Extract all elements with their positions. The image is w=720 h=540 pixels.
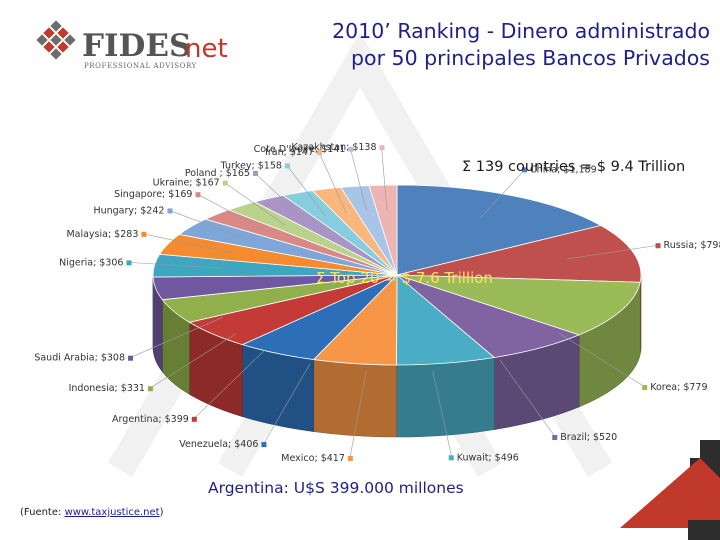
- fidesnet-logo: FIDES net PROFESSIONAL ADVISORY: [34, 18, 249, 74]
- label-swatch-cote-d-ivoire: [348, 146, 354, 152]
- label-swatch-turkey: [284, 163, 290, 169]
- slice-label-layer: China; $1,189 Russia; $798 Korea; $779 Braz…: [34, 142, 720, 464]
- label-swatch-nigeria: [126, 260, 132, 266]
- slice-label-nigeria: Nigeria; $306: [59, 257, 123, 268]
- label-swatch-russia: [655, 243, 661, 249]
- leader-line-poland: [254, 172, 305, 221]
- label-swatch-singapore: [195, 192, 201, 198]
- leader-line-venezuela: [263, 363, 311, 445]
- slice-label-russia: Russia; $798: [664, 240, 720, 251]
- label-swatch-kuwait: [448, 455, 454, 461]
- leader-line-layer: [128, 147, 659, 459]
- slice-label-ukraine: Ukraine; $167: [153, 178, 220, 189]
- source-prefix: (Fuente:: [20, 507, 65, 518]
- pie-top-layer: [152, 184, 642, 366]
- logo-subtitle: PROFESSIONAL ADVISORY: [84, 62, 197, 70]
- leader-line-turkey: [286, 165, 326, 217]
- slice-label-brazil: Brazil; $520: [560, 432, 617, 443]
- pie-side-layer: [152, 274, 642, 438]
- label-swatch-mexico: [347, 455, 353, 461]
- label-swatch-brazil: [552, 435, 558, 441]
- leader-line-korea: [558, 332, 646, 388]
- slice-label-korea: Korea; $779: [650, 382, 707, 393]
- argentina-caption: Argentina: U$S 399.000 millones: [208, 479, 464, 497]
- source-link[interactable]: www.taxjustice.net: [64, 507, 160, 518]
- leader-line-argentina: [193, 349, 265, 420]
- pie-slice-china: [396, 184, 602, 276]
- slice-label-poland: Poland ; $165: [185, 168, 250, 179]
- logo-main-text: FIDES: [82, 28, 191, 64]
- leader-line-malaysia: [143, 233, 233, 254]
- label-swatch-korea: [642, 385, 648, 391]
- leader-line-china: [480, 169, 526, 219]
- leader-line-ukraine: [224, 182, 286, 226]
- leader-line-cote-d-ivoire: [350, 148, 367, 212]
- leader-line-nigeria: [128, 262, 223, 269]
- leader-line-kuwait: [432, 370, 453, 458]
- label-swatch-argentina: [191, 416, 197, 422]
- leader-line-russia: [567, 244, 659, 260]
- label-swatch-ukraine: [222, 180, 228, 186]
- label-swatch-poland: [252, 170, 258, 176]
- slice-label-singapore: Singapore; $169: [114, 189, 192, 200]
- slice-label-cote-d-ivoire: Cote D'Ivoire; $141: [254, 144, 346, 155]
- slice-label-turkey: Turkey; $158: [220, 160, 282, 171]
- top20-annotation: Σ Top 20 = $ 7.6 Trillion: [316, 269, 493, 287]
- slice-label-kuwait: Kuwait; $496: [457, 452, 519, 463]
- slice-label-venezuela: Venezuela; $406: [179, 439, 258, 450]
- leader-line-singapore: [197, 193, 268, 232]
- slice-label-indonesia: Indonesia; $331: [69, 383, 145, 394]
- title-line-2: por 50 principales Bancos Privados: [351, 46, 710, 70]
- leader-line-saudi-arabia: [129, 316, 224, 358]
- logo-net-text: net: [185, 34, 228, 64]
- slide-title: 2010’ Ranking - Dinero administrado por …: [240, 18, 710, 72]
- label-swatch-kazakhstan: [379, 145, 385, 151]
- slice-label-iran: Iran; $147: [265, 147, 314, 158]
- source-note: (Fuente: www.taxjustice.net): [20, 507, 164, 518]
- pie-slice-kazakhstan: [368, 184, 398, 276]
- source-suffix: ): [159, 507, 164, 518]
- pie-slice-brazil: [396, 274, 581, 358]
- leader-line-kazakhstan: [381, 147, 388, 211]
- leader-line-indonesia: [149, 333, 237, 389]
- label-swatch-hungary: [167, 208, 173, 214]
- slice-label-malaysia: Malaysia; $283: [66, 229, 138, 240]
- label-swatch-saudi-arabia: [128, 355, 134, 361]
- leader-line-mexico: [349, 371, 367, 459]
- slice-label-china: China; $1,189: [530, 164, 597, 175]
- slice-label-mexico: Mexico; $417: [281, 453, 345, 464]
- slice-label-saudi-arabia: Saudi Arabia; $308: [34, 353, 125, 364]
- slice-label-hungary: Hungary; $242: [93, 205, 164, 216]
- slice-label-kazakhstan: Kazakhstan; $138: [291, 142, 376, 153]
- label-swatch-venezuela: [261, 442, 267, 448]
- label-swatch-iran: [317, 150, 323, 156]
- title-line-1: 2010’ Ranking - Dinero administrado: [332, 19, 710, 43]
- label-swatch-indonesia: [147, 386, 153, 392]
- leader-line-iran: [318, 151, 347, 214]
- slice-label-argentina: Argentina; $399: [112, 414, 189, 425]
- pie-slice-russia: [396, 225, 642, 283]
- pie-slice-korea: [396, 274, 641, 336]
- total-countries-annotation: Σ 139 countries = $ 9.4 Trillion: [462, 159, 685, 175]
- leader-line-hungary: [169, 210, 250, 241]
- leader-line-brazil: [499, 359, 556, 438]
- logo-diamond-icon: FIDES net PROFESSIONAL ADVISORY: [36, 20, 228, 70]
- label-swatch-malaysia: [141, 231, 147, 237]
- label-swatch-china: [522, 167, 528, 173]
